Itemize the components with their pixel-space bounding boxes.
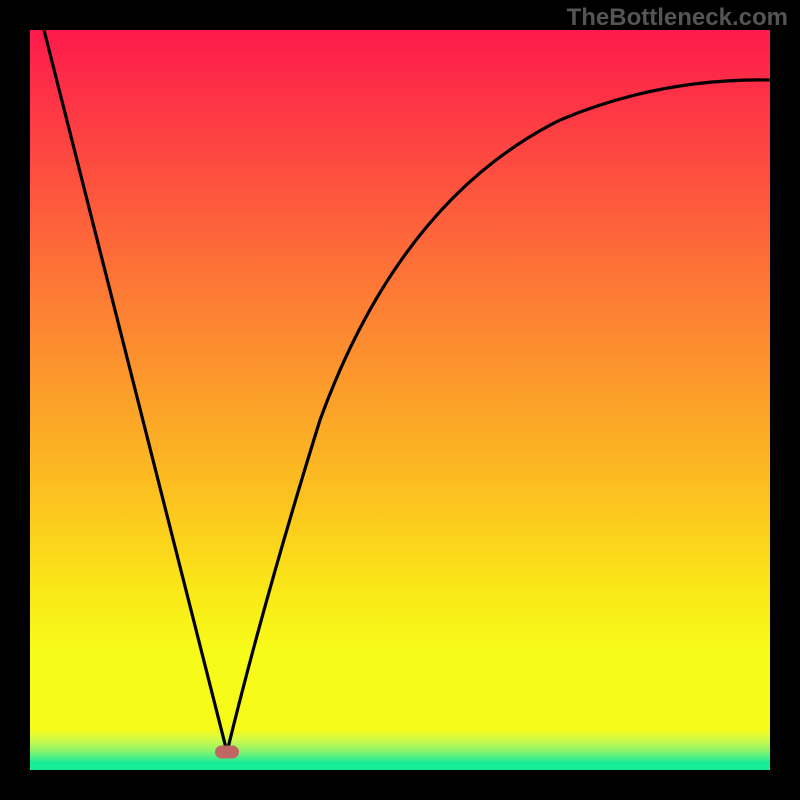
watermark-text: TheBottleneck.com [567, 4, 788, 32]
chart-canvas: TheBottleneck.com [0, 0, 800, 800]
optimum-marker [215, 746, 239, 759]
plot-area [30, 30, 770, 770]
bottleneck-curve [44, 30, 770, 752]
curve-layer [30, 30, 770, 770]
